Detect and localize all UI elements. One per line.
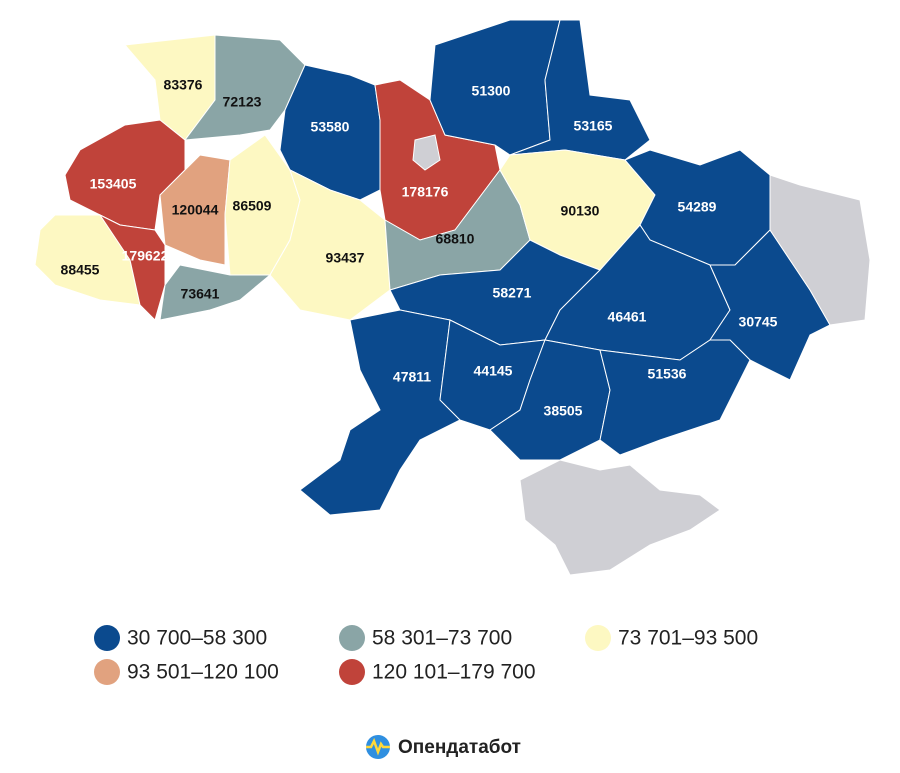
region-value: 179622 (122, 248, 169, 264)
region-value: 46461 (608, 309, 647, 325)
region-value: 90130 (561, 203, 600, 219)
region-value: 88455 (61, 262, 100, 278)
legend-label: 73 701–93 500 (618, 627, 758, 650)
no-data-area (412, 134, 441, 171)
legend-swatch (339, 625, 365, 651)
region (183, 34, 306, 141)
legend: 30 700–58 300 58 301–73 700 73 701–93 500 9… (94, 625, 758, 685)
region-value: 72123 (223, 94, 262, 110)
legend-label: 58 301–73 700 (372, 627, 512, 650)
region-value: 93437 (326, 250, 365, 266)
legend-swatch (585, 625, 611, 651)
region-value: 68810 (436, 231, 475, 247)
region-labels: 83376 72123 53580 178176 51300 53165 153405 120… (61, 77, 778, 419)
region-value: 53165 (574, 118, 613, 134)
region-value: 83376 (164, 77, 203, 93)
legend-label: 93 501–120 100 (127, 661, 279, 684)
brand-name: Опендатабот (398, 737, 521, 758)
region-value: 53580 (311, 119, 350, 135)
region-value: 30745 (739, 314, 778, 330)
region-value: 86509 (233, 198, 272, 214)
no-data-area (519, 459, 721, 576)
region (159, 154, 231, 266)
region-value: 120044 (172, 202, 219, 218)
region-value: 178176 (402, 184, 449, 200)
regions (34, 19, 831, 516)
region-value: 47811 (393, 369, 431, 385)
region-value: 58271 (493, 285, 532, 301)
region-value: 51536 (648, 366, 687, 382)
legend-swatch (94, 659, 120, 685)
region (159, 264, 272, 321)
legend-label: 120 101–179 700 (372, 661, 536, 684)
legend-swatch (339, 659, 365, 685)
region-value: 54289 (678, 199, 717, 215)
brand-logo-line (366, 737, 390, 756)
legend-swatch (94, 625, 120, 651)
legend-label: 30 700–58 300 (127, 627, 267, 650)
region-value: 51300 (472, 83, 511, 99)
region-value: 153405 (90, 176, 137, 192)
brand: Опендатабот (366, 735, 521, 759)
region (299, 309, 461, 516)
region (709, 229, 831, 381)
region-value: 73641 (181, 286, 220, 302)
region (599, 339, 751, 456)
no-data-areas (412, 134, 871, 576)
region-value: 44145 (474, 363, 513, 379)
region-value: 38505 (544, 403, 583, 419)
no-data-area (769, 174, 871, 326)
brand-logo (366, 735, 390, 759)
